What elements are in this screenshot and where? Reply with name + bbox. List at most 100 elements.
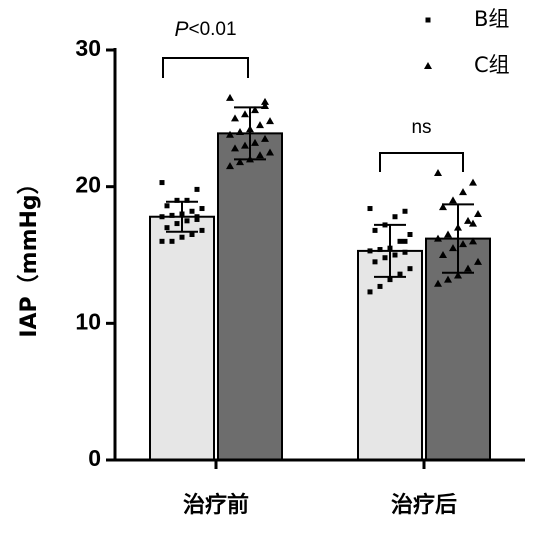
data-point	[256, 121, 264, 129]
data-point	[377, 247, 383, 253]
significance-prefix: P	[174, 18, 188, 41]
y-tick-label: 0	[88, 445, 101, 471]
x-tick-label: 治疗前	[183, 492, 249, 518]
data-point	[367, 289, 373, 295]
data-point	[246, 155, 254, 163]
data-point	[231, 144, 239, 152]
data-point	[444, 230, 452, 238]
data-point	[169, 212, 175, 218]
data-point	[425, 17, 431, 23]
data-point	[241, 110, 249, 118]
data-point	[434, 279, 442, 287]
data-point	[459, 188, 467, 196]
data-point	[184, 197, 190, 203]
data-point	[174, 197, 180, 203]
bar	[357, 249, 423, 461]
data-point	[226, 93, 234, 101]
y-tick-label: 30	[75, 35, 101, 61]
legend-label: C组	[474, 53, 510, 77]
data-point	[194, 214, 200, 220]
data-point	[179, 234, 185, 240]
data-point	[464, 216, 472, 224]
data-point	[372, 259, 378, 265]
data-point	[241, 141, 249, 149]
significance-bracket	[379, 152, 464, 172]
data-point	[164, 225, 170, 231]
data-point	[261, 134, 269, 142]
data-point	[226, 162, 234, 170]
data-point	[159, 238, 165, 244]
bar	[217, 132, 283, 461]
data-point	[387, 245, 393, 251]
data-point	[469, 219, 477, 227]
significance-label: ns	[411, 117, 431, 138]
data-point	[261, 102, 269, 110]
data-point	[402, 238, 408, 244]
data-point	[449, 196, 457, 204]
data-point	[159, 180, 165, 186]
y-tick-label: 20	[75, 172, 101, 198]
data-point	[382, 255, 388, 261]
data-point	[236, 128, 244, 135]
data-point	[261, 97, 269, 105]
data-point	[367, 206, 373, 212]
data-point	[194, 186, 200, 192]
data-point	[407, 266, 413, 272]
data-point	[377, 283, 383, 289]
data-point	[231, 114, 239, 122]
data-point	[266, 148, 274, 156]
data-point	[159, 214, 165, 220]
data-point	[174, 221, 180, 227]
y-axis-label: IAP（mmHg）	[17, 172, 42, 337]
data-point	[236, 158, 244, 166]
data-point	[189, 232, 195, 237]
data-point	[184, 218, 190, 224]
data-point	[199, 227, 205, 233]
data-point	[434, 234, 442, 242]
data-point	[256, 151, 264, 159]
data-point	[179, 211, 185, 217]
data-point	[251, 106, 259, 114]
data-point	[251, 138, 259, 146]
significance-bracket	[162, 57, 249, 78]
data-point	[226, 130, 234, 138]
data-point	[402, 249, 408, 255]
data-point	[164, 203, 170, 209]
error-bar	[166, 200, 198, 233]
data-point	[454, 223, 462, 231]
data-point	[392, 214, 398, 220]
data-point	[194, 216, 200, 222]
data-point	[459, 240, 467, 248]
data-point	[454, 271, 462, 279]
error-bar	[374, 223, 406, 278]
data-point	[199, 206, 205, 212]
data-point	[367, 248, 373, 254]
data-point	[246, 125, 254, 133]
y-tick-label: 10	[75, 308, 101, 334]
data-point	[449, 244, 457, 252]
data-point	[424, 62, 432, 69]
data-point	[439, 203, 447, 211]
data-point	[469, 178, 477, 186]
data-point	[397, 271, 403, 277]
x-tick-label: 治疗后	[391, 492, 457, 518]
data-point	[464, 264, 472, 272]
legend-label: B组	[474, 7, 509, 31]
data-point	[402, 208, 408, 214]
data-point	[392, 252, 398, 258]
significance-label: P<0.01	[174, 18, 236, 41]
data-point	[434, 169, 442, 176]
data-point	[189, 208, 195, 214]
data-point	[169, 238, 175, 244]
data-point	[439, 251, 447, 258]
data-point	[372, 227, 378, 233]
data-point	[474, 257, 482, 265]
data-point	[407, 232, 413, 237]
data-point	[444, 275, 452, 283]
bar	[149, 215, 215, 461]
significance-text: <0.01	[188, 19, 236, 40]
data-point	[397, 238, 403, 244]
significance-text: ns	[411, 117, 431, 138]
data-point	[387, 277, 393, 283]
